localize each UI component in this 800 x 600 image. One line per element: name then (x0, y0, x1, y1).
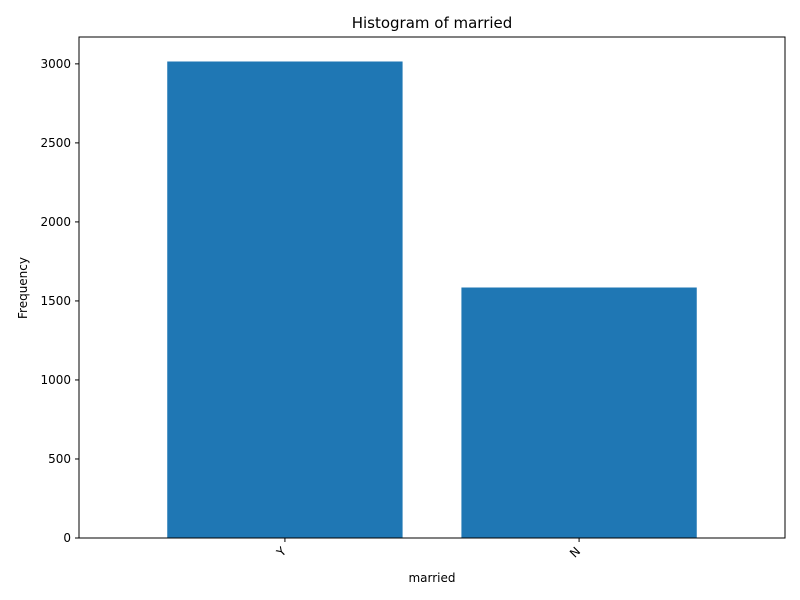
y-tick-label: 1000 (40, 373, 71, 387)
y-axis-label: Frequency (16, 257, 30, 319)
x-tick-label: Y (273, 544, 289, 560)
y-tick-label: 0 (63, 531, 71, 545)
bars-group (167, 61, 697, 538)
y-axis: 0 500 1000 1500 2000 2500 3000 (40, 57, 79, 545)
x-axis-label: married (408, 571, 455, 585)
y-tick-label: 2500 (40, 136, 71, 150)
bar-Y (167, 61, 403, 538)
y-tick-label: 500 (48, 452, 71, 466)
bar-N (461, 287, 697, 538)
y-tick-label: 3000 (40, 57, 71, 71)
y-tick-label: 2000 (40, 215, 71, 229)
plot-frame (78, 36, 786, 539)
y-tick-label: 1500 (40, 294, 71, 308)
chart-title: Histogram of married (352, 14, 513, 32)
x-tick-label: N (567, 544, 583, 560)
